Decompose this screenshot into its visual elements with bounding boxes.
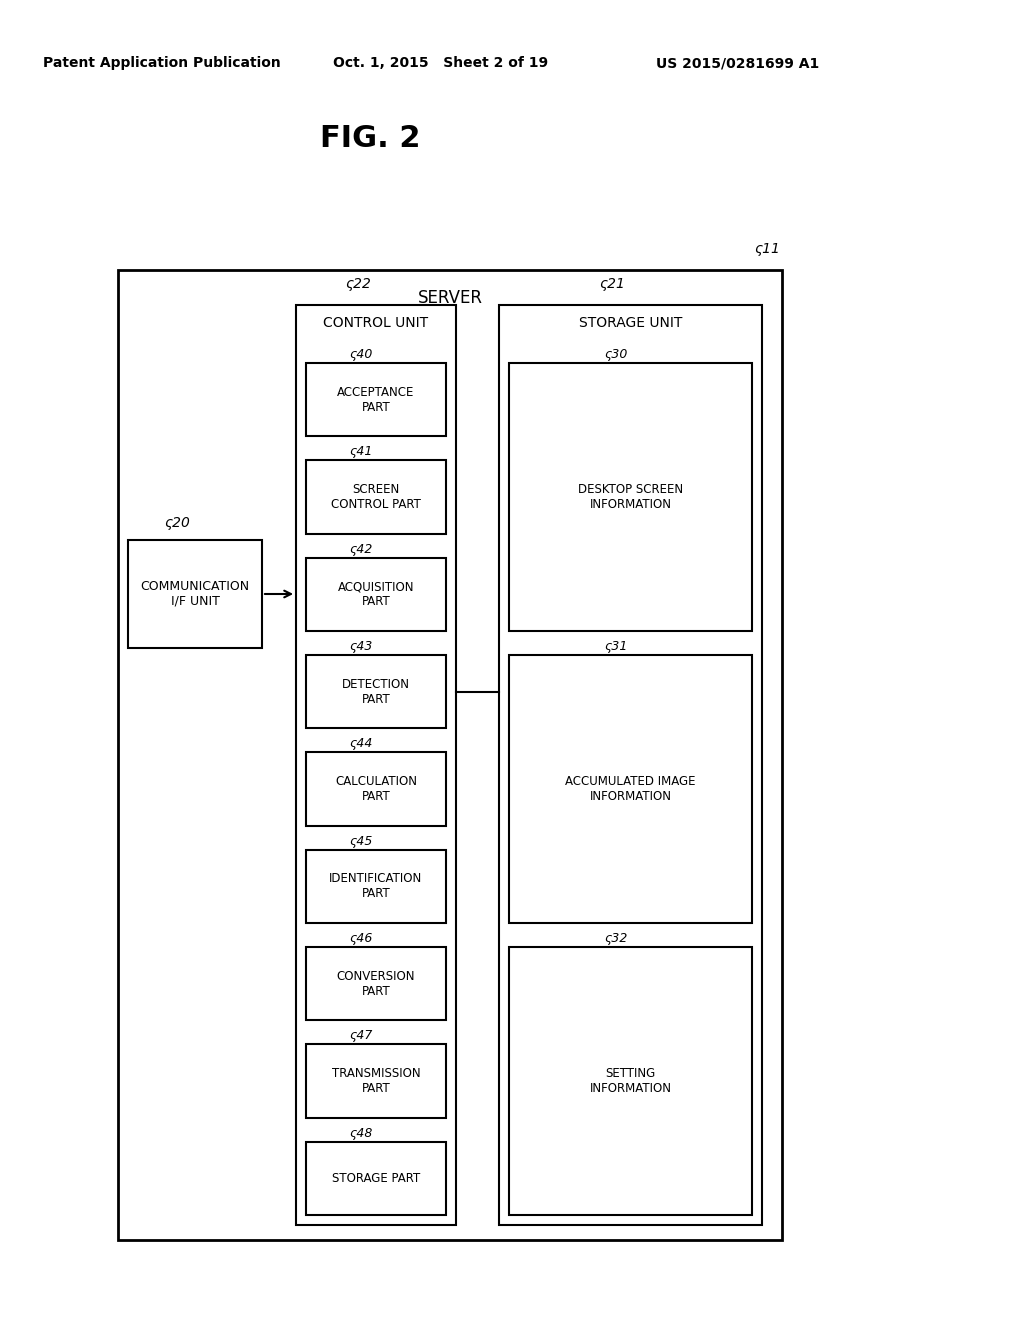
Bar: [306, 752, 446, 826]
Text: SETTING
INFORMATION: SETTING INFORMATION: [590, 1067, 672, 1096]
Text: ς46: ς46: [349, 932, 373, 945]
Text: FIG. 2: FIG. 2: [321, 124, 421, 153]
Text: Oct. 1, 2015   Sheet 2 of 19: Oct. 1, 2015 Sheet 2 of 19: [333, 57, 548, 70]
Bar: [306, 1142, 446, 1214]
Text: US 2015/0281699 A1: US 2015/0281699 A1: [655, 57, 819, 70]
Text: COMMUNICATION
I/F UNIT: COMMUNICATION I/F UNIT: [140, 579, 250, 609]
Text: CONTROL UNIT: CONTROL UNIT: [324, 315, 429, 330]
Text: ς41: ς41: [349, 445, 373, 458]
Text: ς43: ς43: [349, 640, 373, 653]
Bar: [306, 461, 446, 533]
Text: ς30: ς30: [604, 348, 628, 360]
Text: DETECTION
PART: DETECTION PART: [342, 677, 410, 706]
Text: ς40: ς40: [349, 348, 373, 360]
Bar: [306, 363, 446, 437]
Text: ς20: ς20: [164, 516, 190, 531]
Bar: [306, 1044, 446, 1118]
Text: ς44: ς44: [349, 738, 373, 750]
Text: DESKTOP SCREEN
INFORMATION: DESKTOP SCREEN INFORMATION: [578, 483, 683, 511]
Bar: [306, 946, 446, 1020]
Text: ACCUMULATED IMAGE
INFORMATION: ACCUMULATED IMAGE INFORMATION: [565, 775, 695, 803]
Text: ς45: ς45: [349, 834, 373, 847]
Bar: [509, 363, 752, 631]
Bar: [128, 540, 262, 648]
Bar: [306, 850, 446, 923]
Text: CALCULATION
PART: CALCULATION PART: [335, 775, 417, 803]
Bar: [509, 946, 752, 1214]
Bar: [306, 655, 446, 729]
Text: IDENTIFICATION
PART: IDENTIFICATION PART: [330, 873, 423, 900]
Text: STORAGE UNIT: STORAGE UNIT: [579, 315, 682, 330]
Bar: [306, 557, 446, 631]
Text: TRANSMISSION
PART: TRANSMISSION PART: [332, 1067, 420, 1096]
Bar: [118, 271, 782, 1239]
Text: ACQUISITION
PART: ACQUISITION PART: [338, 581, 415, 609]
Text: ς11: ς11: [754, 242, 780, 256]
Text: SCREEN
CONTROL PART: SCREEN CONTROL PART: [331, 483, 421, 511]
Text: ς31: ς31: [604, 640, 628, 653]
Text: ς32: ς32: [604, 932, 628, 945]
Text: ς42: ς42: [349, 543, 373, 556]
Bar: [509, 655, 752, 923]
Text: SERVER: SERVER: [418, 289, 482, 308]
Text: STORAGE PART: STORAGE PART: [332, 1172, 420, 1185]
Bar: [296, 305, 456, 1225]
Bar: [499, 305, 762, 1225]
Text: ACCEPTANCE
PART: ACCEPTANCE PART: [337, 385, 415, 413]
Text: ς47: ς47: [349, 1030, 373, 1043]
Text: ς21: ς21: [600, 277, 626, 290]
Text: ς22: ς22: [345, 277, 371, 290]
Text: Patent Application Publication: Patent Application Publication: [43, 57, 281, 70]
Text: ς48: ς48: [349, 1127, 373, 1139]
Text: CONVERSION
PART: CONVERSION PART: [337, 970, 416, 998]
